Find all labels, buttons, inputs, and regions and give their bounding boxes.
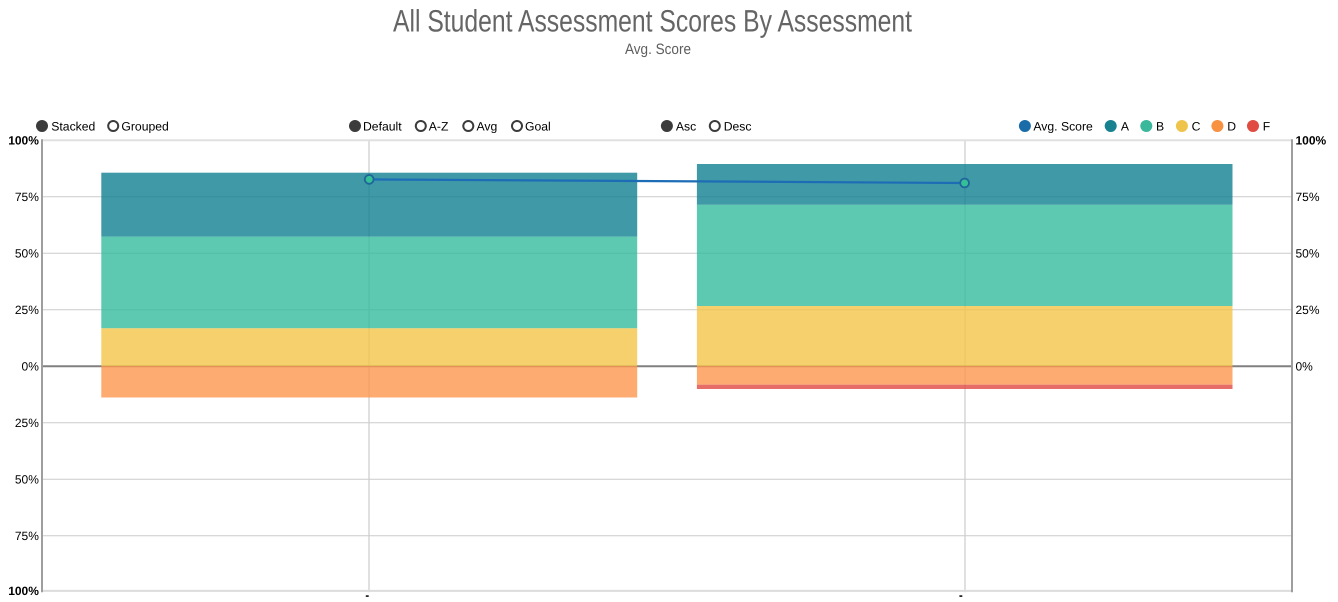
svg-text:A: A: [1121, 120, 1130, 134]
svg-text:75%: 75%: [15, 529, 39, 543]
svg-text:Goal: Goal: [525, 120, 551, 134]
svg-text:C: C: [1192, 120, 1201, 134]
svg-text:All Student Assessment Scores: All Student Assessment Scores By Assessm…: [393, 4, 912, 39]
svg-text:B: B: [1156, 120, 1164, 134]
svg-text:Stacked: Stacked: [51, 120, 95, 134]
svg-text:F: F: [1263, 120, 1270, 134]
svg-text:Asc: Asc: [676, 120, 696, 134]
svg-text:75%: 75%: [1296, 190, 1320, 204]
svg-text:50%: 50%: [15, 247, 39, 261]
svg-text:25%: 25%: [15, 416, 39, 430]
svg-text:25%: 25%: [15, 303, 39, 317]
svg-text:Avg. Score: Avg. Score: [1033, 120, 1093, 134]
svg-text:25%: 25%: [1296, 303, 1320, 317]
svg-text:0%: 0%: [1296, 360, 1314, 374]
svg-text:75%: 75%: [15, 190, 39, 204]
svg-text:Avg: Avg: [477, 120, 498, 134]
svg-text:Default: Default: [363, 120, 402, 134]
svg-text:Avg. Score: Avg. Score: [625, 41, 691, 58]
svg-text:50%: 50%: [15, 473, 39, 487]
svg-text:100%: 100%: [8, 134, 39, 148]
svg-text:A-Z: A-Z: [429, 120, 449, 134]
svg-text:Desc: Desc: [724, 120, 752, 134]
svg-text:Grouped: Grouped: [121, 120, 168, 134]
svg-text:100%: 100%: [1296, 134, 1327, 148]
svg-text:0%: 0%: [22, 360, 40, 374]
svg-text:100%: 100%: [8, 584, 39, 597]
svg-text:50%: 50%: [1296, 247, 1320, 261]
svg-text:D: D: [1227, 120, 1236, 134]
